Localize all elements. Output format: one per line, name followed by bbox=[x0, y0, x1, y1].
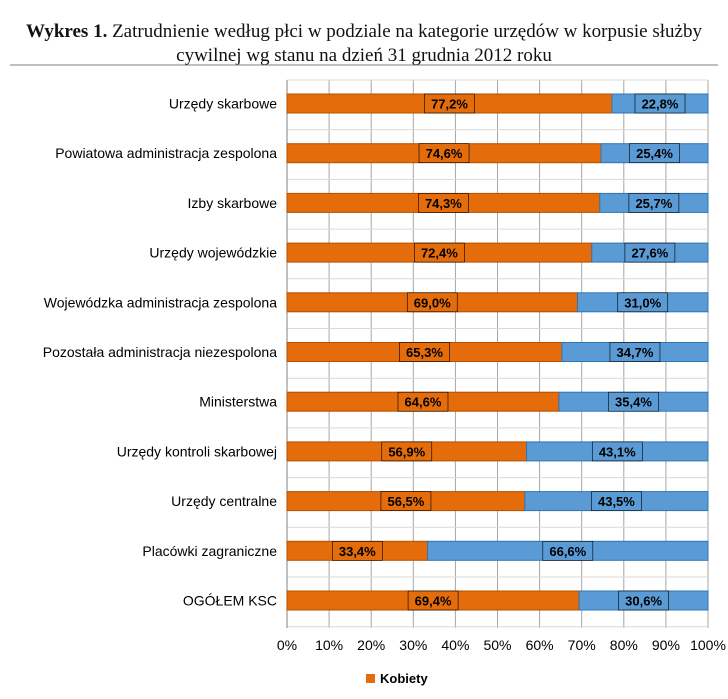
data-label-box-kobiety bbox=[381, 441, 433, 462]
data-label-series-2: 27,6% bbox=[631, 246, 668, 261]
data-label-series-2: 25,4% bbox=[636, 146, 673, 161]
data-label-box-series-2 bbox=[629, 143, 680, 163]
data-label-kobiety: 64,6% bbox=[405, 395, 442, 410]
x-tick-label: 80% bbox=[610, 637, 638, 653]
data-label-box-kobiety bbox=[424, 93, 475, 114]
category-label: Urzędy kontroli skarbowej bbox=[117, 443, 277, 459]
data-label-box-kobiety bbox=[380, 491, 432, 511]
data-label-kobiety: 74,6% bbox=[426, 146, 463, 161]
data-label-box-series-2 bbox=[591, 441, 643, 462]
category-label: Wojewódzka administracja zespolona bbox=[44, 294, 277, 310]
data-label-series-2: 31,0% bbox=[624, 295, 661, 310]
category-label: Ministerstwa bbox=[199, 394, 277, 410]
x-tick-label: 40% bbox=[441, 637, 469, 653]
category-label: Pozostała administracja niezespolona bbox=[43, 344, 277, 360]
data-label-box-series-2 bbox=[542, 540, 594, 561]
category-label: OGÓŁEM KSC bbox=[183, 593, 277, 609]
data-label-kobiety: 77,2% bbox=[431, 97, 468, 112]
x-tick-label: 0% bbox=[277, 637, 297, 653]
data-label-box-kobiety bbox=[414, 242, 465, 263]
data-label-kobiety: 33,4% bbox=[339, 544, 376, 559]
data-label-kobiety: 56,9% bbox=[388, 444, 425, 459]
data-label-series-2: 35,4% bbox=[615, 395, 652, 410]
category-label: Urzędy skarbowe bbox=[169, 96, 277, 112]
data-label-box-series-2 bbox=[617, 292, 669, 313]
data-label-series-2: 43,1% bbox=[599, 444, 636, 459]
x-tick-label: 70% bbox=[568, 637, 596, 653]
category-label: Placówki zagraniczne bbox=[142, 543, 277, 559]
data-label-box-kobiety bbox=[399, 342, 450, 362]
data-label-box-series-2 bbox=[634, 93, 686, 114]
chart-title-line2: cywilnej wg stanu na dzień 31 grudnia 20… bbox=[176, 45, 552, 66]
data-label-box-kobiety bbox=[332, 540, 383, 561]
legend-label-kobiety: Kobiety bbox=[380, 671, 428, 686]
data-label-box-kobiety bbox=[397, 391, 449, 412]
chart-title-line1: Zatrudnienie według płci w podziale na k… bbox=[112, 21, 702, 42]
x-tick-label: 20% bbox=[357, 637, 385, 653]
data-label-box-series-2 bbox=[628, 193, 680, 213]
x-tick-label: 50% bbox=[483, 637, 511, 653]
x-tick-label: 90% bbox=[652, 637, 680, 653]
data-label-box-series-2 bbox=[608, 391, 659, 412]
chart-title: Wykres 1. Zatrudnienie według płci w pod… bbox=[10, 20, 718, 68]
data-label-box-kobiety bbox=[418, 143, 470, 163]
category-label: Urzędy centralne bbox=[171, 493, 277, 509]
x-tick-label: 60% bbox=[526, 637, 554, 653]
data-label-box-series-2 bbox=[609, 342, 661, 362]
legend-swatch-kobiety bbox=[366, 674, 375, 683]
data-label-box-series-2 bbox=[591, 491, 642, 511]
data-label-kobiety: 74,3% bbox=[425, 196, 462, 211]
data-label-kobiety: 69,0% bbox=[414, 295, 451, 310]
data-label-kobiety: 72,4% bbox=[421, 246, 458, 261]
chart-title-number: Wykres 1. bbox=[26, 21, 108, 42]
data-label-series-2: 43,5% bbox=[598, 494, 635, 509]
data-label-series-2: 66,6% bbox=[549, 544, 586, 559]
x-tick-label: 10% bbox=[315, 637, 343, 653]
category-label: Izby skarbowe bbox=[188, 195, 278, 211]
x-tick-label: 30% bbox=[399, 637, 427, 653]
data-label-kobiety: 69,4% bbox=[415, 594, 452, 609]
data-label-series-2: 25,7% bbox=[635, 196, 672, 211]
category-label: Powiatowa administracja zespolona bbox=[55, 145, 277, 161]
data-label-series-2: 34,7% bbox=[617, 345, 654, 360]
data-label-box-series-2 bbox=[624, 242, 676, 263]
data-label-series-2: 22,8% bbox=[642, 97, 679, 112]
data-label-series-2: 30,6% bbox=[625, 594, 662, 609]
data-label-kobiety: 65,3% bbox=[406, 345, 443, 360]
category-label: Urzędy wojewódzkie bbox=[149, 245, 277, 261]
data-label-box-series-2 bbox=[618, 590, 669, 611]
data-label-kobiety: 56,5% bbox=[387, 494, 424, 509]
data-label-box-kobiety bbox=[407, 590, 459, 611]
data-label-box-kobiety bbox=[418, 193, 469, 213]
data-label-box-kobiety bbox=[406, 292, 458, 313]
x-tick-label: 100% bbox=[690, 637, 726, 653]
